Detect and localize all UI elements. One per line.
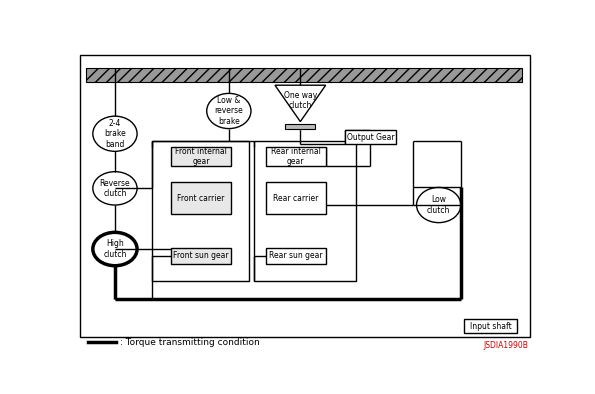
FancyBboxPatch shape [266, 147, 325, 165]
FancyBboxPatch shape [171, 147, 231, 165]
Text: Rear internal
gear: Rear internal gear [271, 147, 321, 166]
Text: High
clutch: High clutch [104, 239, 127, 259]
FancyBboxPatch shape [266, 182, 325, 214]
Text: Input shaft: Input shaft [469, 322, 512, 331]
Text: Low &
reverse
brake: Low & reverse brake [214, 96, 243, 126]
Text: Reverse
clutch: Reverse clutch [99, 178, 130, 198]
FancyBboxPatch shape [171, 247, 231, 264]
Text: Front carrier: Front carrier [177, 194, 225, 203]
Text: Low
clutch: Low clutch [427, 195, 450, 215]
Text: : Torque transmitting condition: : Torque transmitting condition [121, 338, 260, 347]
Text: Output Gear: Output Gear [347, 132, 394, 141]
FancyBboxPatch shape [266, 247, 325, 264]
FancyBboxPatch shape [345, 130, 396, 144]
FancyBboxPatch shape [171, 182, 231, 214]
Text: Rear sun gear: Rear sun gear [269, 251, 322, 260]
FancyBboxPatch shape [464, 320, 517, 333]
Text: Front sun gear: Front sun gear [173, 251, 229, 260]
Text: 2-4
brake
band: 2-4 brake band [104, 119, 126, 149]
FancyBboxPatch shape [86, 68, 522, 82]
Text: One way
clutch: One way clutch [284, 91, 317, 110]
Text: Rear carrier: Rear carrier [273, 194, 318, 203]
FancyBboxPatch shape [286, 124, 315, 129]
FancyBboxPatch shape [80, 55, 530, 337]
Text: Front internal
gear: Front internal gear [176, 147, 227, 166]
Text: JSDIA1990B: JSDIA1990B [484, 341, 528, 350]
